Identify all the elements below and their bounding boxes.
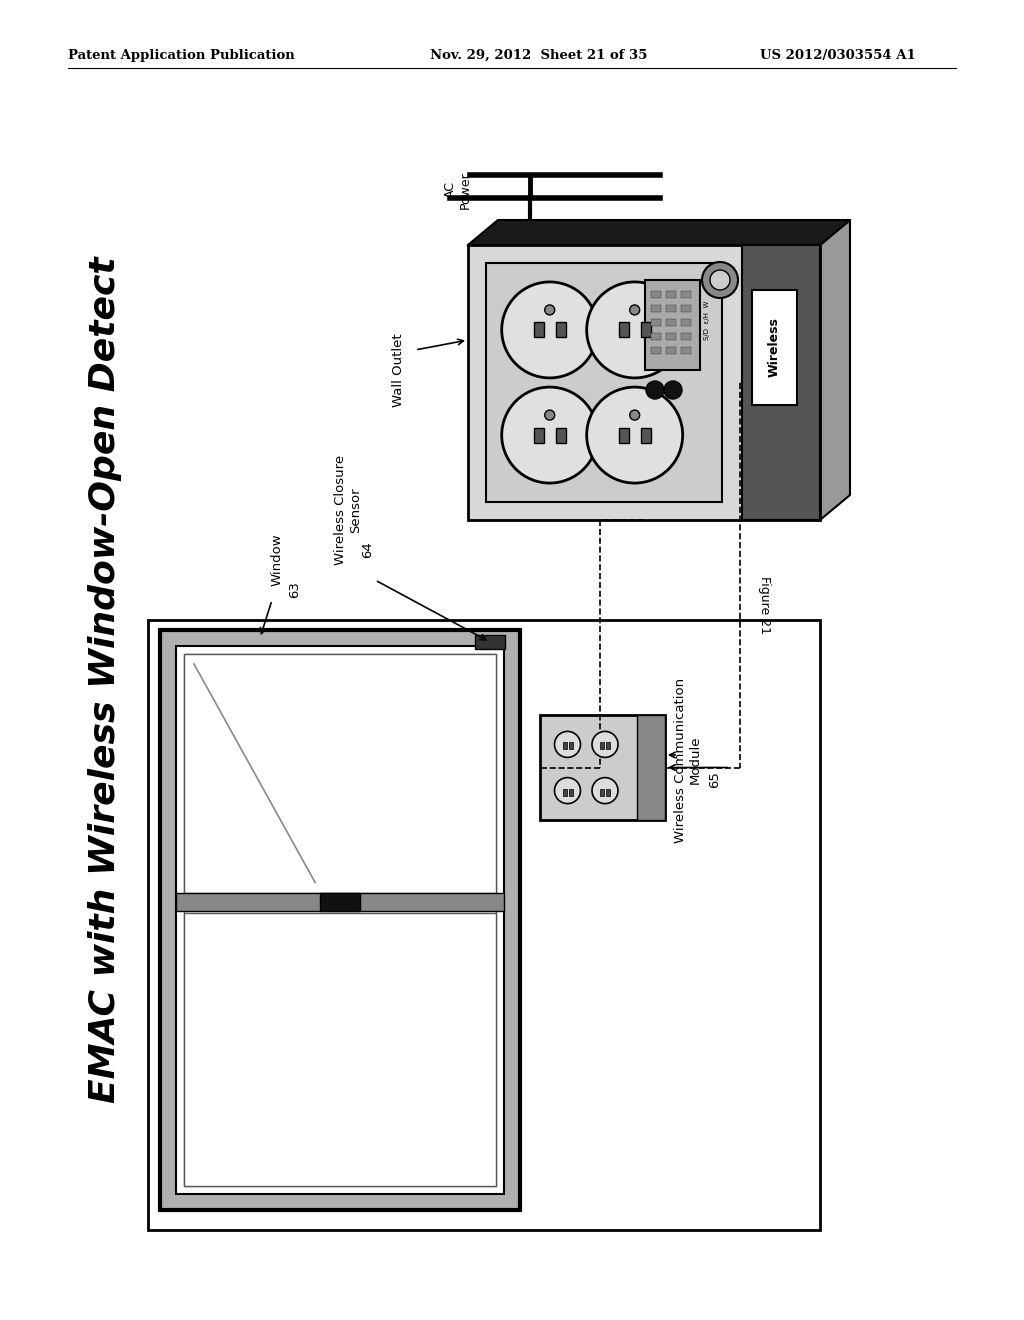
Bar	[618, 322, 629, 338]
Bar	[176, 892, 504, 911]
Circle shape	[710, 271, 730, 290]
Bar	[742, 246, 820, 520]
Text: Wireless Closure
Sensor: Wireless Closure Sensor	[334, 455, 362, 565]
Bar	[148, 620, 820, 1230]
Circle shape	[702, 261, 738, 298]
Circle shape	[555, 777, 581, 804]
Circle shape	[630, 305, 640, 315]
Bar	[160, 630, 520, 1210]
Circle shape	[502, 387, 598, 483]
Bar	[681, 347, 691, 354]
Bar	[540, 715, 665, 820]
Bar	[666, 319, 676, 326]
Bar	[651, 347, 662, 354]
Circle shape	[646, 381, 664, 399]
Text: Wireless Communication
Module: Wireless Communication Module	[674, 677, 702, 842]
Bar	[651, 319, 662, 326]
Bar	[666, 333, 676, 341]
Polygon shape	[468, 220, 850, 246]
Bar	[641, 428, 650, 442]
Text: 63: 63	[289, 582, 301, 598]
Bar	[176, 645, 504, 1195]
Polygon shape	[820, 220, 850, 520]
Bar	[562, 742, 566, 750]
Bar	[475, 635, 505, 649]
Bar	[562, 788, 566, 796]
Circle shape	[587, 387, 683, 483]
Text: Wall Outlet: Wall Outlet	[391, 333, 404, 407]
Bar	[681, 305, 691, 312]
Text: AC
Power: AC Power	[444, 172, 472, 209]
Bar	[184, 653, 496, 1185]
Text: Patent Application Publication: Patent Application Publication	[68, 49, 295, 62]
Text: Wireless: Wireless	[768, 318, 781, 378]
Bar	[184, 912, 496, 1185]
Bar	[752, 290, 797, 405]
Circle shape	[592, 731, 618, 758]
Text: EMAC with Wireless Window-Open Detect: EMAC with Wireless Window-Open Detect	[88, 256, 122, 1104]
Text: US 2012/0303554 A1: US 2012/0303554 A1	[760, 49, 915, 62]
Bar	[618, 428, 629, 442]
Bar	[556, 322, 565, 338]
Circle shape	[555, 731, 581, 758]
Bar	[637, 715, 665, 820]
Text: Nov. 29, 2012  Sheet 21 of 35: Nov. 29, 2012 Sheet 21 of 35	[430, 49, 647, 62]
Bar	[486, 263, 722, 502]
Bar	[534, 322, 544, 338]
Circle shape	[630, 411, 640, 420]
Bar	[681, 319, 691, 326]
Circle shape	[587, 282, 683, 378]
Bar	[651, 290, 662, 298]
Bar	[468, 246, 820, 520]
Circle shape	[502, 282, 598, 378]
Bar	[651, 333, 662, 341]
Bar	[666, 305, 676, 312]
Bar	[600, 742, 604, 750]
Bar	[319, 892, 360, 911]
Bar	[556, 428, 565, 442]
Text: Window: Window	[270, 533, 284, 586]
Bar	[606, 742, 610, 750]
Bar	[641, 322, 650, 338]
Text: Figure 21: Figure 21	[758, 576, 771, 634]
Bar	[651, 305, 662, 312]
Bar	[645, 280, 700, 370]
Text: S/D  ε/H  W: S/D ε/H W	[705, 301, 710, 341]
Circle shape	[664, 381, 682, 399]
Text: 64: 64	[361, 541, 375, 558]
Circle shape	[545, 411, 555, 420]
Bar	[184, 653, 496, 892]
Bar	[600, 788, 604, 796]
Circle shape	[545, 305, 555, 315]
Bar	[681, 333, 691, 341]
Bar	[534, 428, 544, 442]
Text: 65: 65	[709, 772, 722, 788]
Bar	[681, 290, 691, 298]
Circle shape	[592, 777, 618, 804]
Bar	[666, 290, 676, 298]
Bar	[568, 742, 572, 750]
Bar	[568, 788, 572, 796]
Bar	[606, 788, 610, 796]
Bar	[666, 347, 676, 354]
